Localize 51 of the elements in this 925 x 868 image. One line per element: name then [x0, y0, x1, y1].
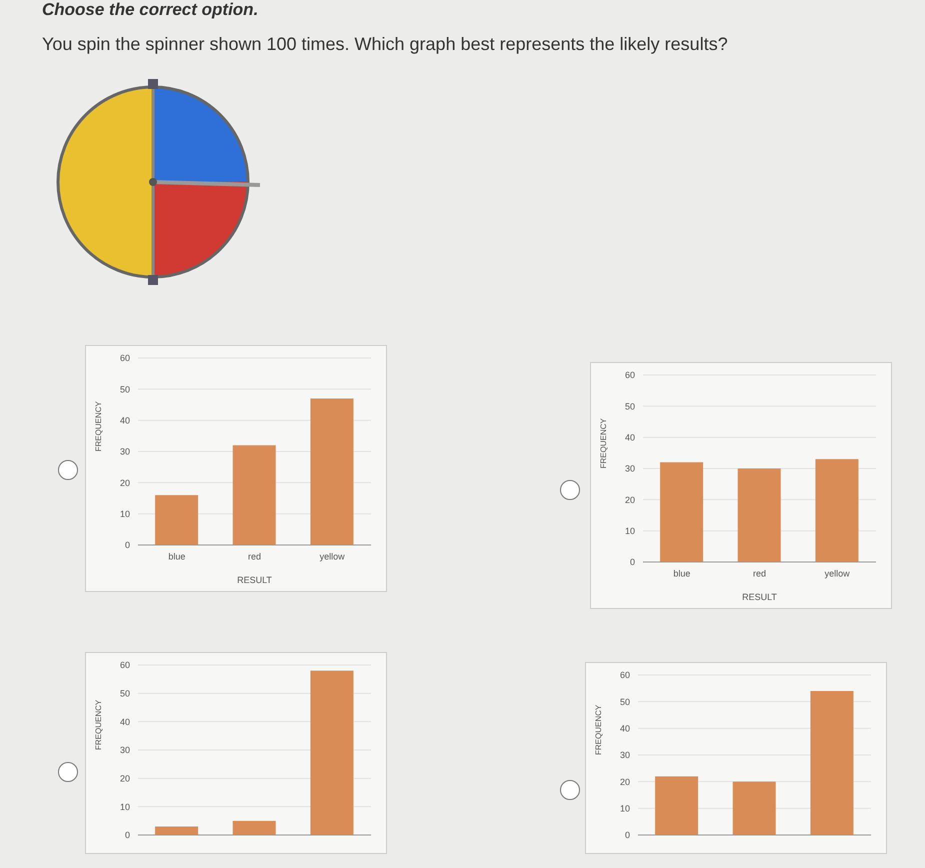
y-tick-label: 60	[120, 660, 130, 670]
bar	[655, 776, 698, 835]
y-tick-label: 0	[630, 557, 635, 568]
y-tick-label: 50	[120, 384, 130, 394]
y-tick-label: 40	[120, 416, 130, 426]
y-tick-label: 0	[124, 830, 130, 840]
y-tick-label: 60	[624, 370, 635, 380]
y-tick-label: 0	[124, 540, 130, 550]
y-tick-label: 50	[620, 696, 630, 707]
x-axis-title: RESULT	[742, 592, 778, 602]
y-tick-label: 10	[120, 802, 130, 812]
y-tick-label: 20	[624, 494, 635, 505]
y-tick-label: 10	[120, 509, 130, 520]
bar	[232, 445, 276, 545]
y-tick-label: 10	[620, 804, 630, 814]
y-tick-label: 40	[624, 432, 635, 443]
text: Choose the correct option.	[42, 0, 258, 20]
y-tick-label: 20	[620, 776, 630, 787]
y-tick-label: 50	[624, 401, 635, 412]
y-axis-title: FREQUENCY	[594, 704, 603, 755]
x-tick-label: blue	[168, 551, 186, 562]
text: You spin the spinner shown 100 times. Which graph best represents the likely results?	[42, 34, 728, 55]
y-tick-label: 40	[620, 724, 630, 734]
bar	[732, 782, 776, 835]
y-tick-label: 10	[624, 526, 635, 536]
x-tick-label: blue	[673, 568, 690, 578]
y-tick-label: 30	[120, 745, 130, 756]
y-tick-label: 30	[120, 446, 130, 457]
x-axis-title: RESULT	[237, 575, 272, 585]
y-axis-title: FREQUENCY	[94, 400, 103, 452]
y-tick-label: 30	[624, 464, 635, 474]
y-tick-label: 0	[624, 830, 630, 840]
bar	[155, 826, 198, 835]
bar	[310, 670, 354, 835]
bar	[155, 495, 198, 545]
y-axis-title: FREQUENCY	[598, 418, 608, 468]
bar	[232, 820, 276, 835]
y-tick-label: 50	[120, 688, 130, 699]
y-tick-label: 30	[620, 750, 630, 760]
y-axis-title: FREQUENCY	[94, 699, 103, 750]
y-tick-label: 60	[620, 670, 630, 680]
y-tick-label: 40	[120, 716, 130, 727]
y-tick-label: 20	[120, 774, 130, 784]
x-tick-label: red	[752, 568, 766, 578]
bar	[810, 691, 854, 835]
y-tick-label: 60	[120, 353, 130, 364]
y-tick-label: 20	[120, 478, 130, 488]
x-tick-label: yellow	[320, 551, 346, 562]
x-tick-label: red	[248, 551, 262, 562]
x-tick-label: yellow	[824, 568, 850, 578]
bar	[310, 398, 354, 545]
